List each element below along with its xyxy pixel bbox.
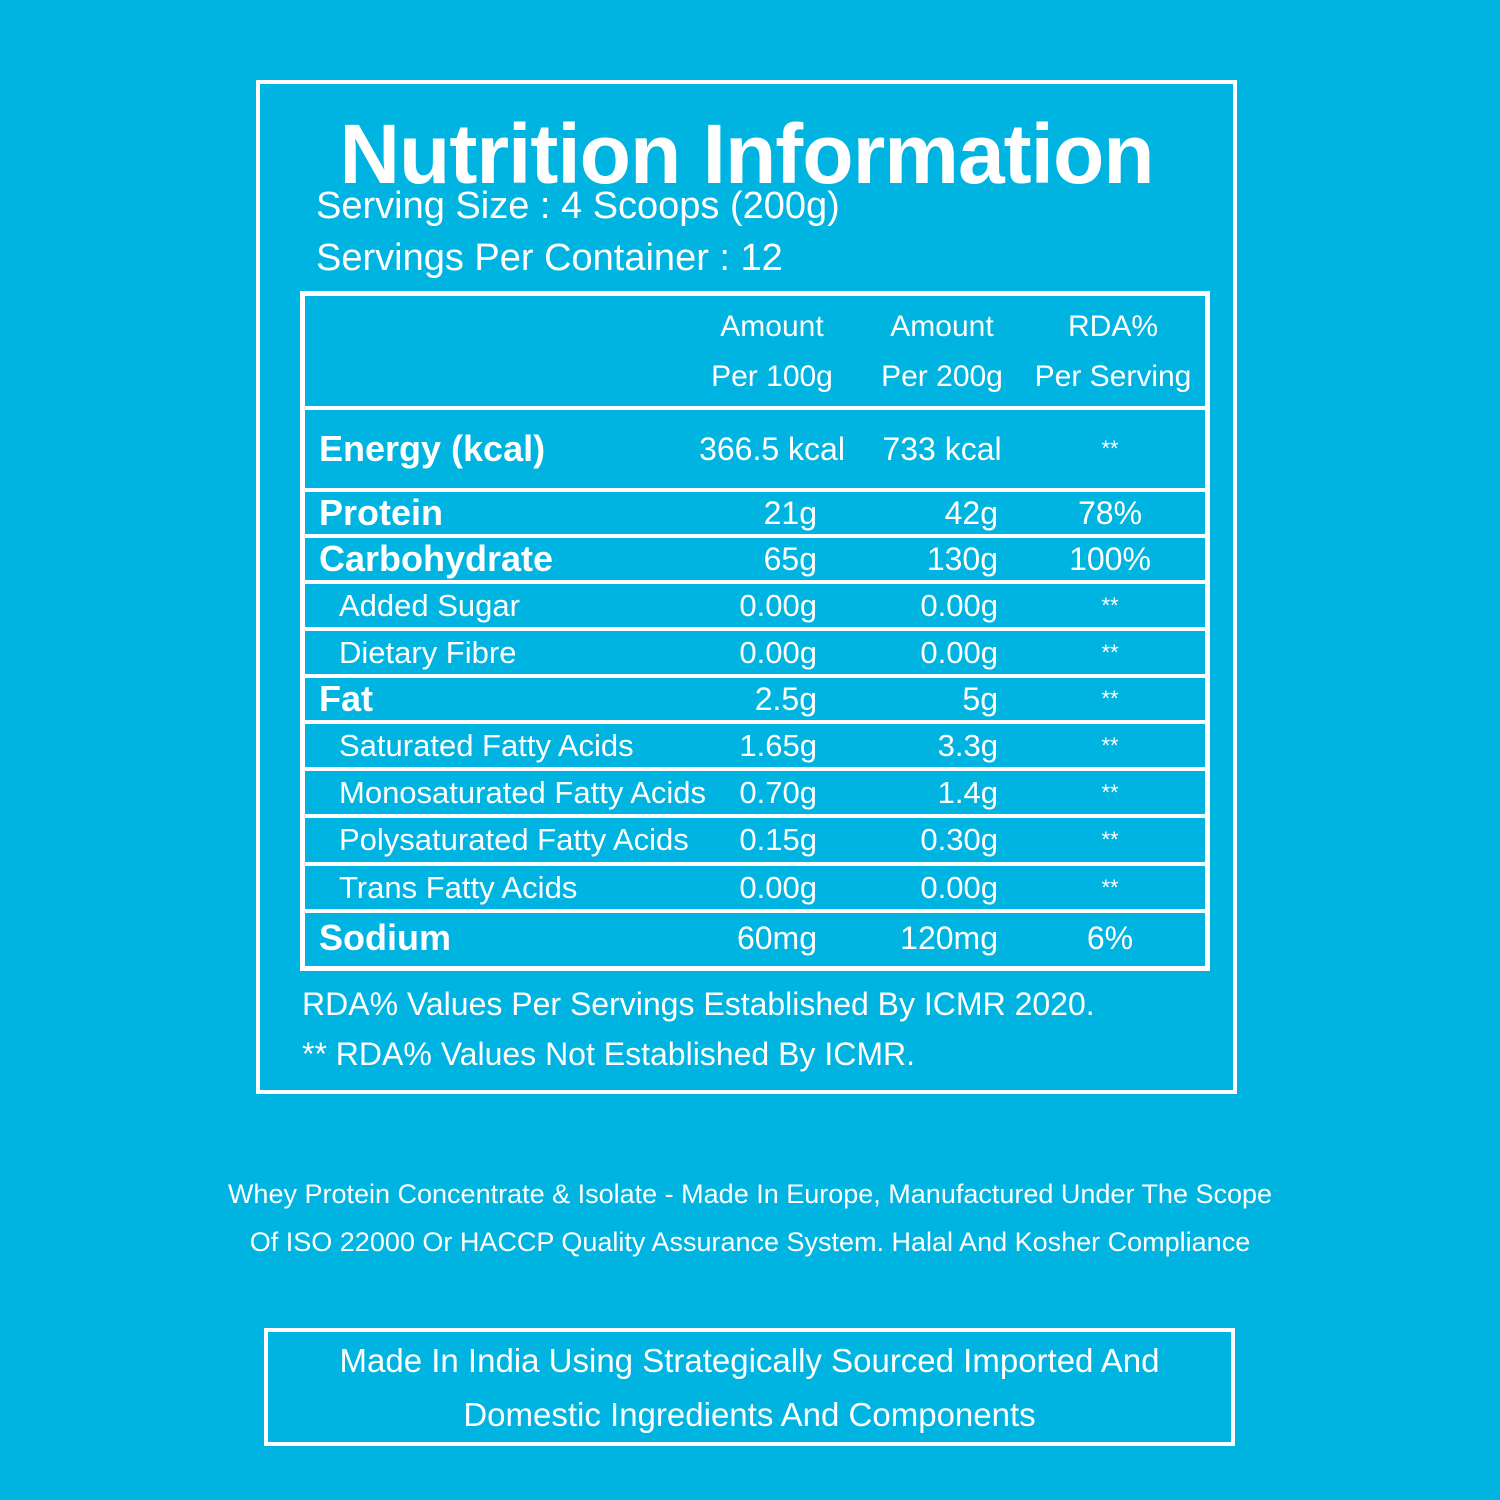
- rda-established-note: RDA% Values Per Servings Established By …: [302, 986, 1095, 1022]
- rda-percent: 6%: [1086, 919, 1134, 956]
- servings-per-container: Servings Per Container : 12: [316, 237, 783, 279]
- nutrient-name: Energy (kcal): [319, 428, 546, 469]
- amount-per-200g: 733 kcal: [882, 430, 1002, 467]
- table-row: Dietary Fibre 0.00g 0.00g **: [305, 631, 1205, 678]
- table-header: Amount Per 100g Amount Per 200g RDA% Per…: [305, 296, 1205, 410]
- rda-percent: **: [1101, 779, 1119, 805]
- header-label: Per Serving: [1034, 360, 1192, 393]
- page-title: Nutrition Information: [339, 107, 1154, 201]
- header-amount-per-100g: Amount Per 100g: [697, 302, 847, 402]
- table-row: Fat 2.5g 5g **: [305, 678, 1205, 724]
- rda-percent: 100%: [1069, 540, 1151, 577]
- header-label: RDA%: [1067, 310, 1158, 343]
- amount-per-100g: 65g: [763, 540, 817, 577]
- manufacturing-line: Of ISO 22000 Or HACCP Quality Assurance …: [249, 1227, 1251, 1257]
- amount-per-100g: 2.5g: [754, 680, 817, 717]
- manufacturing-line: Whey Protein Concentrate & Isolate - Mad…: [227, 1179, 1273, 1209]
- amount-per-200g: 42g: [944, 494, 998, 531]
- amount-per-100g: 366.5 kcal: [699, 430, 845, 467]
- nutrient-name: Protein: [319, 492, 444, 533]
- nutrient-name: Carbohydrate: [319, 538, 554, 579]
- rda-percent: **: [1101, 686, 1119, 711]
- rda-percent: **: [1101, 874, 1119, 900]
- amount-per-200g: 130g: [926, 540, 998, 577]
- table-row: Carbohydrate 65g 130g 100%: [305, 538, 1205, 584]
- amount-per-100g: 1.65g: [739, 727, 817, 763]
- nutrient-name: Monosaturated Fatty Acids: [339, 774, 707, 810]
- origin-line: Domestic Ingredients And Components: [463, 1396, 1036, 1433]
- nutrition-panel: Nutrition Information Serving Size : 4 S…: [256, 80, 1237, 1094]
- rda-percent: 78%: [1077, 494, 1143, 531]
- nutrient-name: Saturated Fatty Acids: [339, 727, 634, 763]
- nutrient-name: Added Sugar: [339, 587, 520, 623]
- nutrient-name: Trans Fatty Acids: [339, 869, 578, 905]
- amount-per-100g: 21g: [763, 494, 817, 531]
- nutrient-name: Polysaturated Fatty Acids: [339, 822, 689, 857]
- rda-percent: **: [1101, 732, 1119, 758]
- nutrient-name: Fat: [319, 678, 373, 719]
- amount-per-200g: 0.00g: [920, 869, 998, 905]
- rda-not-established-note: ** RDA% Values Not Established By ICMR.: [302, 1036, 915, 1072]
- manufacturing-statement: Whey Protein Concentrate & Isolate - Mad…: [150, 1170, 1350, 1266]
- nutrition-table: Amount Per 100g Amount Per 200g RDA% Per…: [300, 291, 1210, 971]
- amount-per-200g: 120mg: [900, 919, 998, 956]
- header-label: Per 100g: [711, 360, 833, 393]
- amount-per-200g: 5g: [962, 680, 998, 717]
- amount-per-200g: 0.00g: [920, 634, 998, 670]
- nutrient-name: Sodium: [319, 917, 451, 958]
- header-rda-per-serving: RDA% Per Serving: [1023, 302, 1203, 402]
- rda-percent: **: [1101, 639, 1119, 665]
- rda-percent: **: [1101, 827, 1119, 852]
- amount-per-100g: 0.00g: [739, 587, 817, 623]
- table-row: Monosaturated Fatty Acids 0.70g 1.4g **: [305, 771, 1205, 818]
- origin-badge: Made In India Using Strategically Source…: [264, 1328, 1235, 1446]
- amount-per-200g: 1.4g: [937, 774, 998, 810]
- table-row: Protein 21g 42g 78%: [305, 492, 1205, 538]
- table-row: Polysaturated Fatty Acids 0.15g 0.30g **: [305, 818, 1205, 866]
- table-row: Saturated Fatty Acids 1.65g 3.3g **: [305, 724, 1205, 771]
- amount-per-100g: 0.00g: [739, 869, 817, 905]
- header-label: Per 200g: [881, 360, 1003, 393]
- table-row: Trans Fatty Acids 0.00g 0.00g **: [305, 866, 1205, 913]
- amount-per-200g: 0.00g: [920, 587, 998, 623]
- header-label: Amount: [890, 310, 994, 343]
- rda-percent: **: [1101, 436, 1119, 461]
- amount-per-200g: 0.30g: [920, 822, 998, 857]
- serving-size: Serving Size : 4 Scoops (200g): [316, 185, 840, 227]
- table-row: Sodium 60mg 120mg 6%: [305, 913, 1205, 963]
- header-amount-per-200g: Amount Per 200g: [867, 302, 1017, 402]
- amount-per-200g: 3.3g: [937, 727, 998, 763]
- amount-per-100g: 0.70g: [739, 774, 817, 810]
- table-row: Added Sugar 0.00g 0.00g **: [305, 584, 1205, 631]
- amount-per-100g: 60mg: [736, 919, 817, 956]
- table-body: Energy (kcal) 366.5 kcal 733 kcal ** Pro…: [305, 410, 1205, 963]
- amount-per-100g: 0.15g: [739, 822, 817, 857]
- table-row: Energy (kcal) 366.5 kcal 733 kcal **: [305, 410, 1205, 492]
- header-label: Amount: [720, 310, 824, 343]
- rda-percent: **: [1101, 592, 1119, 618]
- nutrient-name: Dietary Fibre: [339, 634, 517, 670]
- amount-per-100g: 0.00g: [739, 634, 817, 670]
- origin-line: Made In India Using Strategically Source…: [339, 1342, 1160, 1379]
